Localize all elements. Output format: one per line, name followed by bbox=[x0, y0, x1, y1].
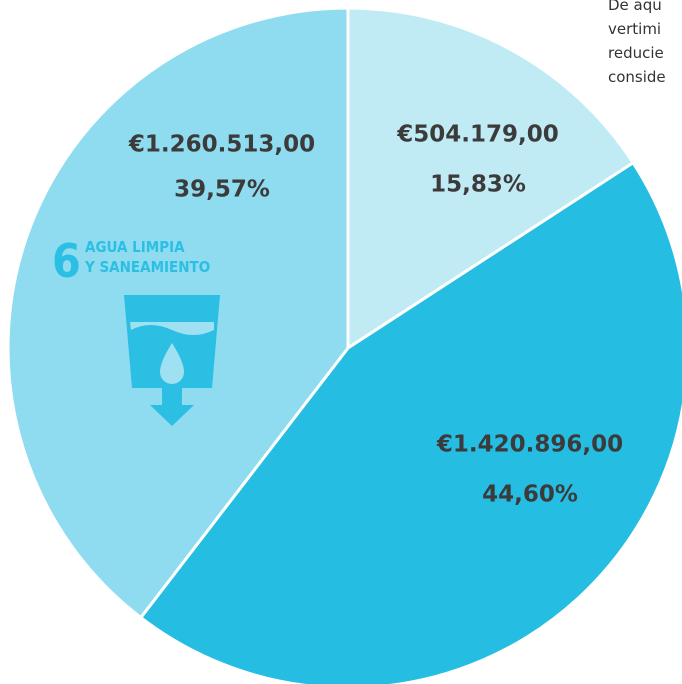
icon-water bbox=[130, 322, 214, 335]
amount-label: €504.179,00 bbox=[396, 122, 559, 148]
annotation: reducie bbox=[608, 44, 664, 62]
annotation: conside bbox=[608, 68, 666, 86]
annotation: vertimi bbox=[608, 20, 661, 38]
value-label: 15,83% bbox=[430, 172, 526, 198]
value-label: 44,60% bbox=[482, 482, 578, 508]
icon-number: 6 bbox=[52, 234, 81, 288]
value-label: 39,57% bbox=[174, 177, 270, 203]
cut-text: De aqu vertimi reducie conside bbox=[608, 0, 666, 86]
labels: €504.179,00 15,83% €1.420.896,00 44,60% €1.2… bbox=[128, 122, 623, 508]
slice bbox=[138, 160, 682, 684]
icon-title: Y SANEAMIENTO bbox=[84, 258, 210, 276]
amount-label: €1.260.513,00 bbox=[128, 132, 315, 158]
sdg-icon: 6 AGUA LIMPIA Y SANEAMIENTO bbox=[52, 234, 220, 426]
icon-title: AGUA LIMPIA bbox=[85, 238, 185, 256]
annotation: De aqu bbox=[608, 0, 662, 14]
amount-label: €1.420.896,00 bbox=[436, 432, 623, 458]
icon-drop bbox=[160, 343, 184, 384]
slice bbox=[346, 6, 636, 351]
pie bbox=[6, 6, 682, 684]
